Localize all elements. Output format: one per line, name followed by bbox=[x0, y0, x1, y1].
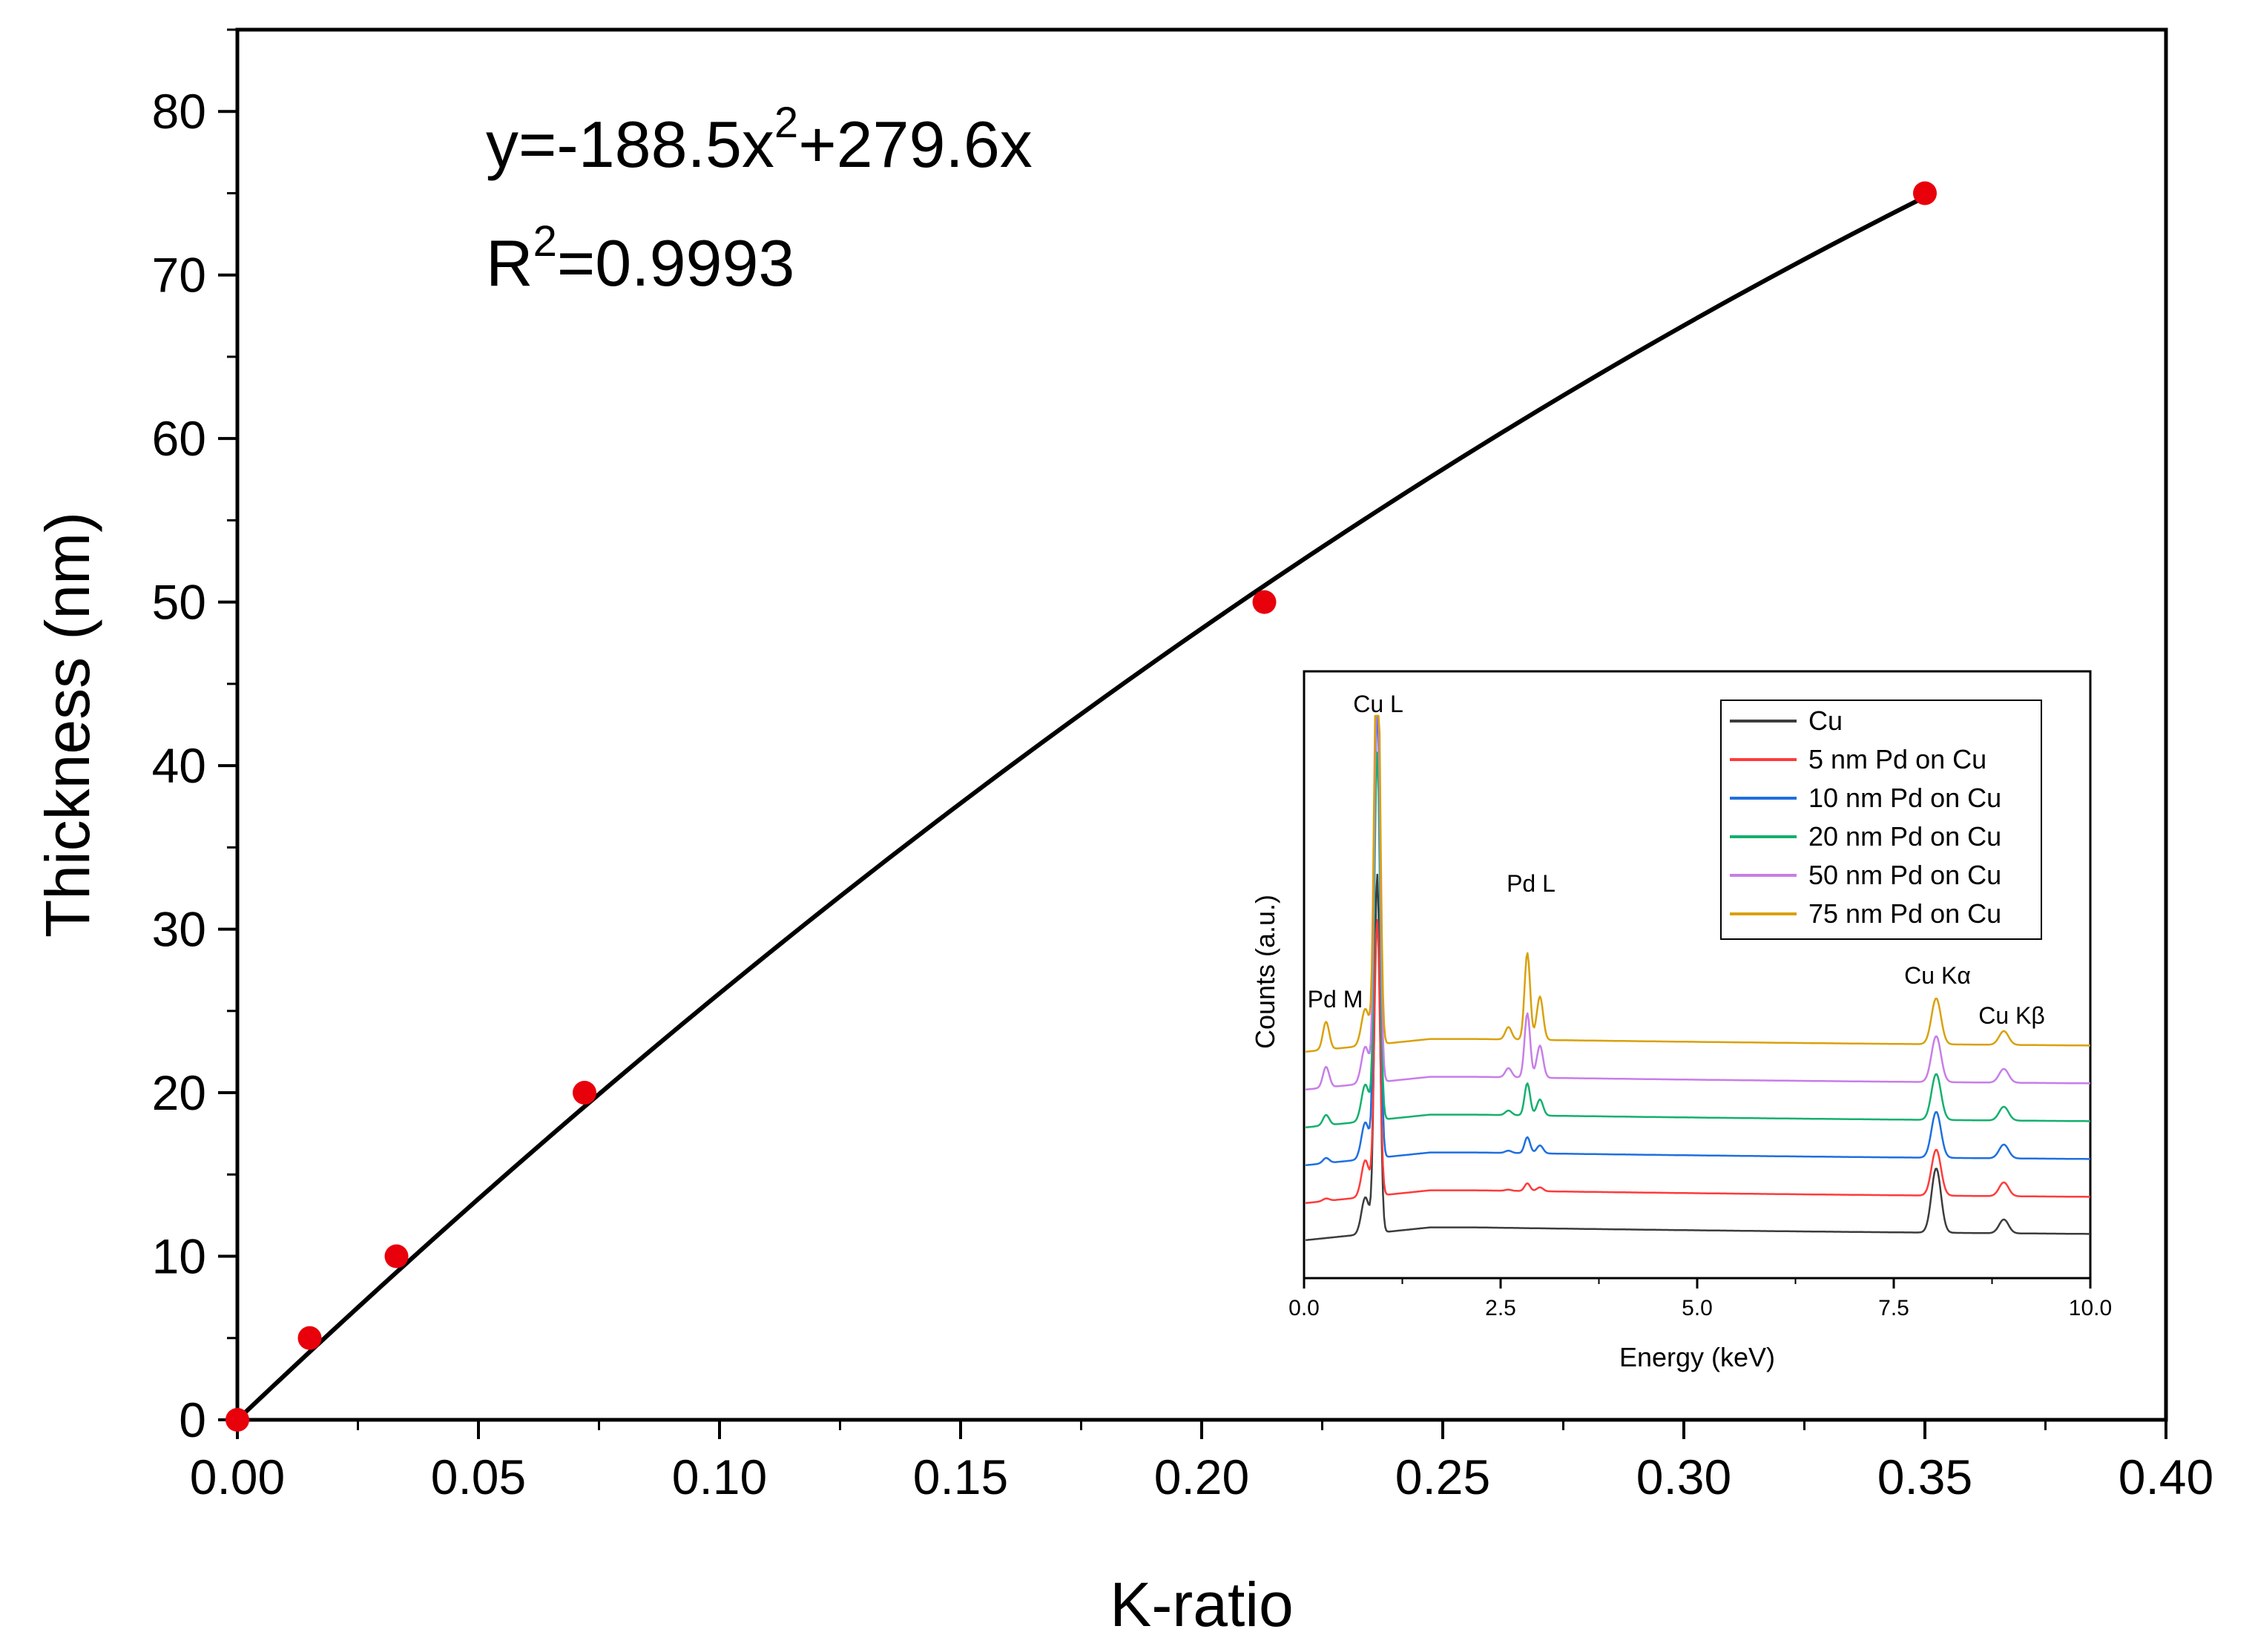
inset-x-tick-label: 7.5 bbox=[1878, 1296, 1909, 1320]
peak-label-pd-m: Pd M bbox=[1308, 986, 1363, 1013]
legend-label-10nm: 10 nm Pd on Cu bbox=[1808, 783, 2001, 813]
fit-curve-group bbox=[235, 194, 1926, 1422]
x-tick-label: 0.10 bbox=[672, 1449, 767, 1504]
x-tick-label: 0.25 bbox=[1395, 1449, 1490, 1504]
x-tick-label: 0.40 bbox=[2119, 1449, 2213, 1504]
data-point bbox=[226, 1408, 249, 1432]
legend-label-75nm: 75 nm Pd on Cu bbox=[1808, 898, 2001, 929]
inset-axis-ticks: 0.0 2.5 5.0 7.5 10.0 bbox=[1288, 1278, 2112, 1320]
x-tick-label: 0.15 bbox=[913, 1449, 1008, 1504]
y-tick-label: 60 bbox=[152, 411, 206, 466]
peak-label-cu-ka: Cu Kα bbox=[1904, 962, 1971, 989]
peak-label-cu-l: Cu L bbox=[1353, 691, 1403, 717]
inset-x-tick-label: 5.0 bbox=[1682, 1296, 1713, 1320]
inset-x-tick-label: 2.5 bbox=[1485, 1296, 1516, 1320]
y-tick-label: 10 bbox=[152, 1229, 206, 1284]
x-tick-label: 0.30 bbox=[1636, 1449, 1731, 1504]
inset-x-axis-title: Energy (keV) bbox=[1619, 1342, 1775, 1372]
legend-label-5nm: 5 nm Pd on Cu bbox=[1808, 744, 1986, 774]
peak-label-pd-l: Pd L bbox=[1507, 870, 1556, 897]
inset-chart: 0.0 2.5 5.0 7.5 10.0 Energy (keV) Counts (a.… bbox=[1250, 670, 2112, 1372]
peak-label-cu-kb: Cu Kβ bbox=[1978, 1002, 2045, 1029]
spectrum-line bbox=[1305, 714, 2090, 1091]
x-tick-label: 0.05 bbox=[431, 1449, 526, 1504]
fit-curve bbox=[235, 194, 1926, 1422]
fit-r-squared: R2=0.9993 bbox=[486, 217, 794, 300]
y-tick-label: 40 bbox=[152, 738, 206, 793]
r2-prefix: R bbox=[486, 226, 533, 300]
data-point bbox=[573, 1081, 596, 1105]
data-point bbox=[1252, 590, 1277, 614]
y-tick-label: 30 bbox=[152, 902, 206, 957]
inset-spectra bbox=[1305, 714, 2090, 1242]
x-tick-label: 0.35 bbox=[1877, 1449, 1972, 1504]
y-tick-label: 80 bbox=[152, 84, 206, 139]
inset-legend-box bbox=[1720, 700, 2042, 940]
data-point bbox=[297, 1326, 322, 1350]
equation-suffix: +279.6x bbox=[798, 108, 1033, 181]
y-tick-label: 20 bbox=[152, 1065, 206, 1120]
x-tick-label: 0.20 bbox=[1154, 1449, 1249, 1504]
x-axis-title: K-ratio bbox=[1110, 1570, 1293, 1639]
r2-suffix: =0.9993 bbox=[557, 226, 795, 300]
main-axis-ticks: 0.00 0.05 0.10 0.15 0.20 0.25 0.30 0.35 0.40 0 10 2… bbox=[152, 28, 2213, 1504]
data-point bbox=[384, 1244, 409, 1268]
x-tick-label: 0.00 bbox=[190, 1449, 285, 1504]
y-tick-label: 0 bbox=[179, 1392, 206, 1447]
r2-exponent: 2 bbox=[533, 217, 557, 266]
legend-label-cu: Cu bbox=[1808, 705, 1843, 736]
inset-x-tick-label: 10.0 bbox=[2069, 1296, 2112, 1320]
spectrum-line bbox=[1305, 919, 2090, 1205]
data-point bbox=[1913, 181, 1937, 205]
spectrum-line bbox=[1305, 873, 2090, 1242]
spectrum-line bbox=[1305, 714, 2090, 1053]
y-tick-label: 50 bbox=[152, 575, 206, 630]
spectrum-line bbox=[1305, 714, 2090, 1167]
inset-legend: Cu 5 nm Pd on Cu 10 nm Pd on Cu 20 nm Pd… bbox=[1720, 700, 2042, 940]
fit-equation: y=-188.5x2+279.6x bbox=[486, 99, 1033, 181]
equation-exponent: 2 bbox=[774, 99, 798, 147]
y-axis-title: Thickness (nm) bbox=[33, 512, 102, 938]
legend-label-50nm: 50 nm Pd on Cu bbox=[1808, 860, 2001, 890]
inset-y-axis-title: Counts (a.u.) bbox=[1250, 895, 1280, 1049]
y-tick-label: 70 bbox=[152, 248, 206, 303]
legend-label-20nm: 20 nm Pd on Cu bbox=[1808, 821, 2001, 852]
spectrum-line bbox=[1305, 751, 2090, 1129]
data-points-group bbox=[226, 181, 1937, 1432]
equation-prefix: y=-188.5x bbox=[486, 108, 774, 181]
inset-x-tick-label: 0.0 bbox=[1288, 1296, 1320, 1320]
